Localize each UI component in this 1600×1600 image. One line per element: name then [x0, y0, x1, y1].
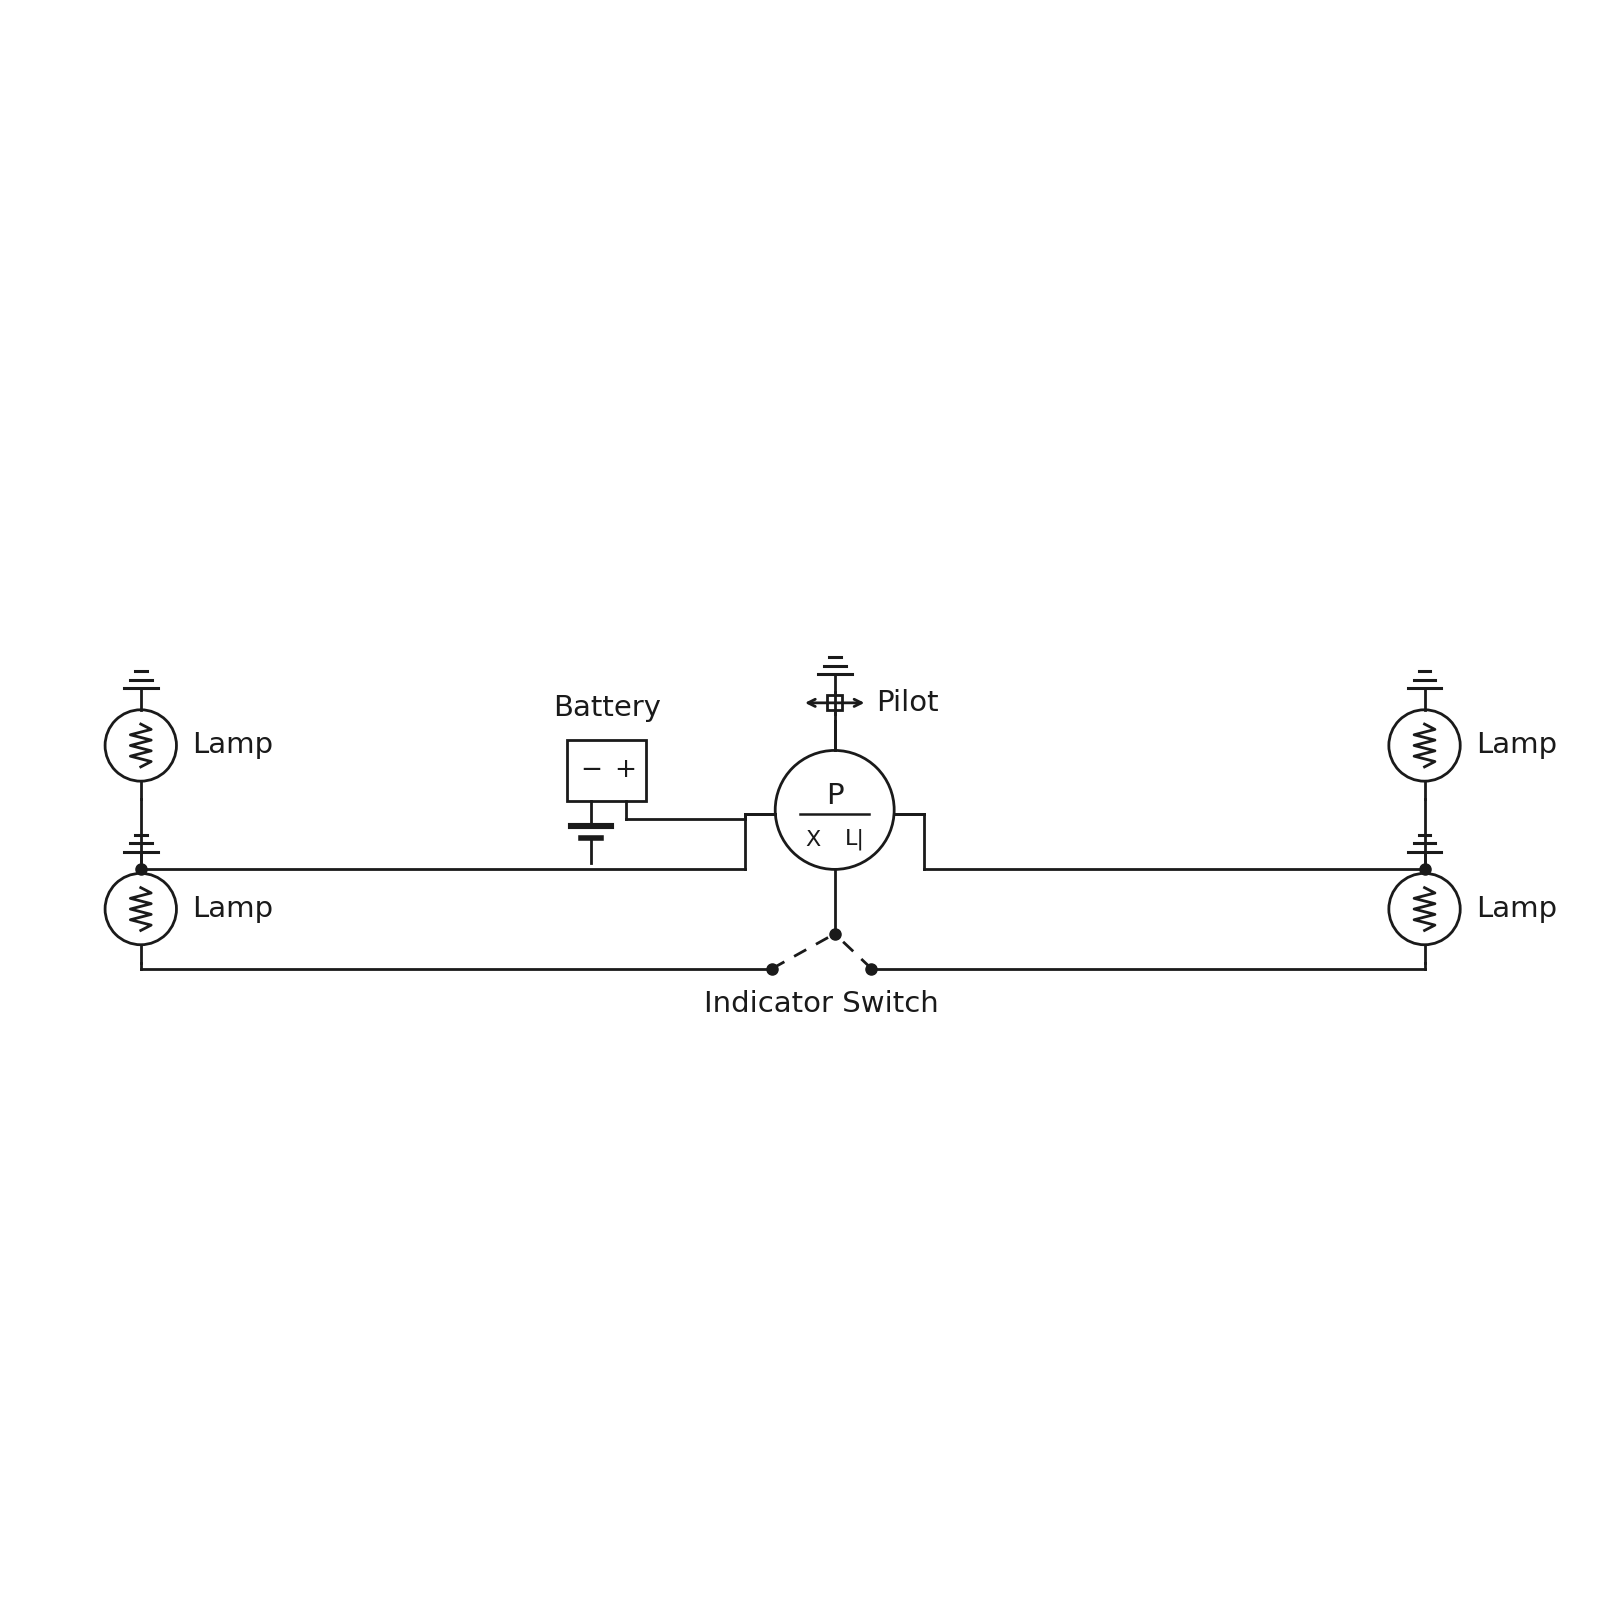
Text: Lamp: Lamp — [1477, 731, 1557, 760]
Text: X: X — [805, 830, 821, 850]
Text: Pilot: Pilot — [877, 690, 939, 717]
Text: Lamp: Lamp — [192, 731, 274, 760]
Text: Indicator Switch: Indicator Switch — [704, 990, 939, 1018]
Text: Battery: Battery — [552, 694, 661, 722]
Text: −: − — [579, 757, 602, 784]
Text: L|: L| — [845, 829, 864, 851]
Text: Lamp: Lamp — [1477, 894, 1557, 923]
Text: P: P — [826, 782, 843, 810]
Text: Lamp: Lamp — [192, 894, 274, 923]
Text: +: + — [614, 757, 637, 784]
